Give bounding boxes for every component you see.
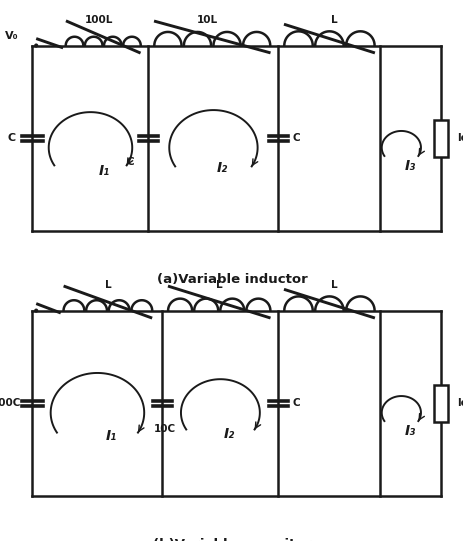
Text: L: L — [215, 280, 222, 290]
Text: (b)Variable capacitor: (b)Variable capacitor — [152, 538, 311, 541]
Text: I₁: I₁ — [106, 429, 117, 443]
Bar — [433, 120, 447, 157]
Text: 100C: 100C — [0, 398, 22, 408]
Text: I₁: I₁ — [99, 164, 110, 178]
Text: L: L — [330, 280, 337, 290]
Text: C: C — [126, 156, 133, 167]
Text: I₃: I₃ — [404, 424, 415, 438]
Text: I₂: I₂ — [217, 162, 228, 175]
Text: I₂: I₂ — [224, 427, 235, 440]
Text: L: L — [104, 280, 111, 290]
Text: C: C — [7, 133, 16, 143]
Text: V₀: V₀ — [5, 31, 19, 41]
Text: L: L — [330, 15, 337, 25]
Text: 10L: 10L — [197, 15, 218, 25]
Text: 100L: 100L — [84, 15, 113, 25]
Text: load: load — [456, 133, 463, 143]
Text: load: load — [456, 398, 463, 408]
Text: C: C — [292, 133, 299, 143]
Text: (a)Variable inductor: (a)Variable inductor — [156, 273, 307, 286]
Text: 10C: 10C — [153, 424, 175, 434]
Bar — [433, 385, 447, 422]
Text: C: C — [292, 398, 299, 408]
Text: I₃: I₃ — [404, 159, 415, 173]
